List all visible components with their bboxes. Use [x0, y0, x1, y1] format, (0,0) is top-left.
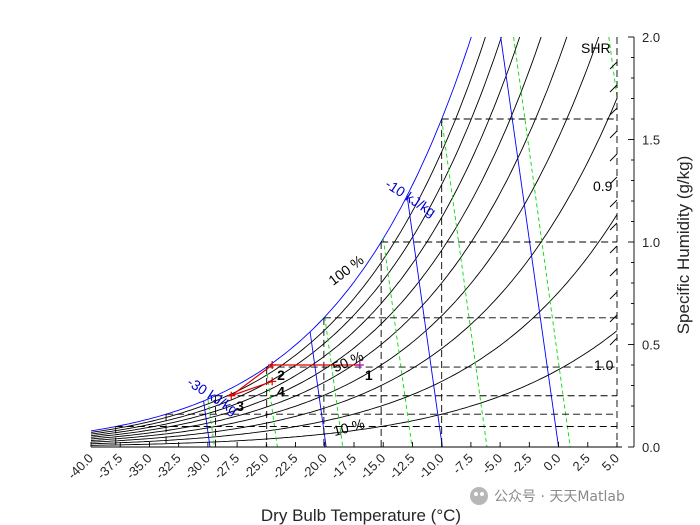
x-tick-label: -17.5 [328, 451, 360, 483]
chart-marks: 1 2 3 4 [227, 361, 373, 414]
process-point-4 [268, 377, 277, 386]
x-tick-label: 0.0 [540, 451, 563, 474]
x-tick-label: -15.0 [357, 451, 389, 483]
x-tick-label: -35.0 [123, 451, 155, 483]
y-tick-label: 0.5 [642, 338, 660, 353]
rh-curve-30 [90, 98, 618, 443]
shr-scale-tick [609, 314, 618, 323]
shr-scale-tick [609, 245, 618, 254]
process-segment-3-4 [231, 380, 273, 397]
y-axis-title: Specific Humidity (g/kg) [674, 156, 693, 335]
y-tick-label: 2.0 [642, 30, 660, 45]
y-tick-label: 1.0 [642, 235, 660, 250]
shr-scale-tick [609, 107, 618, 116]
x-axis-title: Dry Bulb Temperature (°C) [261, 506, 461, 525]
rh-curve-100 [90, 36, 472, 432]
x-tick-label: -5.0 [479, 451, 505, 477]
shr-scale-tick [609, 337, 618, 346]
x-tick-label: 5.0 [599, 451, 622, 474]
process-point-1 [355, 361, 364, 369]
shr-scale-tick [609, 153, 618, 162]
x-tick-label: -12.5 [386, 451, 418, 483]
x-tick-label: -30.0 [181, 451, 213, 483]
x-tick-label: -27.5 [211, 451, 243, 483]
watermark: 公众号 · 天天Matlab [470, 487, 625, 505]
rh-50-label: 50 % [330, 348, 366, 376]
x-tick-label: -2.5 [508, 451, 534, 477]
shr-scale-tick [609, 61, 618, 70]
x-tick-label: -22.5 [269, 451, 301, 483]
wet-bulb-line--20 [324, 316, 344, 448]
rh-curve-90 [90, 36, 486, 433]
shr-scale-tick [609, 176, 618, 185]
rh-curve-60 [90, 36, 542, 438]
x-tick-label: -40.0 [65, 451, 97, 483]
enthalpy-line--30 [203, 400, 211, 448]
x-tick-label: -37.5 [94, 451, 126, 483]
wet-bulb-line--10 [441, 118, 488, 448]
y-tick-label: 0.0 [642, 440, 660, 455]
x-tick-label: -32.5 [152, 451, 184, 483]
process-point-3 [227, 391, 236, 400]
shr-scale-tick [609, 291, 618, 300]
process-segment-2-3 [230, 364, 273, 397]
process-point-label-4: 4 [277, 383, 285, 399]
x-tick-label: -10.0 [415, 451, 447, 483]
x-tick-label: 2.5 [570, 451, 593, 474]
shr-scale-tick [609, 222, 618, 231]
rh-curve-20 [90, 214, 618, 445]
shr-09-label: 0.9 [593, 178, 613, 194]
y-tick-label: 1.5 [642, 133, 660, 148]
x-tick-label: -25.0 [240, 451, 272, 483]
process-point-label-2: 2 [277, 367, 285, 383]
chart-curves [90, 36, 618, 448]
shr-title: SHR [581, 40, 611, 56]
rh-curve-50 [90, 36, 568, 440]
process-point-label-3: 3 [236, 398, 244, 414]
x-tick-label: -7.5 [450, 451, 476, 477]
shr-scale-tick [609, 199, 618, 208]
watermark-text: 公众号 · 天天Matlab [494, 489, 625, 505]
rh-curve-70 [90, 36, 521, 437]
shr-scale-tick [609, 84, 618, 93]
chart-axes: -40.0-37.5-35.0-32.5-30.0-27.5-25.0-22.5… [65, 30, 661, 482]
enthalpy-line--10 [406, 195, 443, 448]
rh-100-label: 100 % [325, 252, 366, 289]
process-point-label-1: 1 [365, 367, 373, 383]
rh-curve-80 [90, 36, 502, 435]
wet-bulb-line--30 [207, 399, 215, 448]
rh-curve-40 [90, 36, 600, 441]
x-tick-label: -20.0 [298, 451, 330, 483]
enthalpy-line--20 [309, 331, 327, 448]
shr-10-label: 1.0 [594, 357, 614, 373]
process-point-2 [268, 361, 277, 369]
shr-scale-tick [609, 268, 618, 277]
shr-scale-tick [609, 130, 618, 139]
wet-bulb-line--15 [382, 238, 413, 448]
rh-10-label: 10 % [331, 415, 366, 439]
